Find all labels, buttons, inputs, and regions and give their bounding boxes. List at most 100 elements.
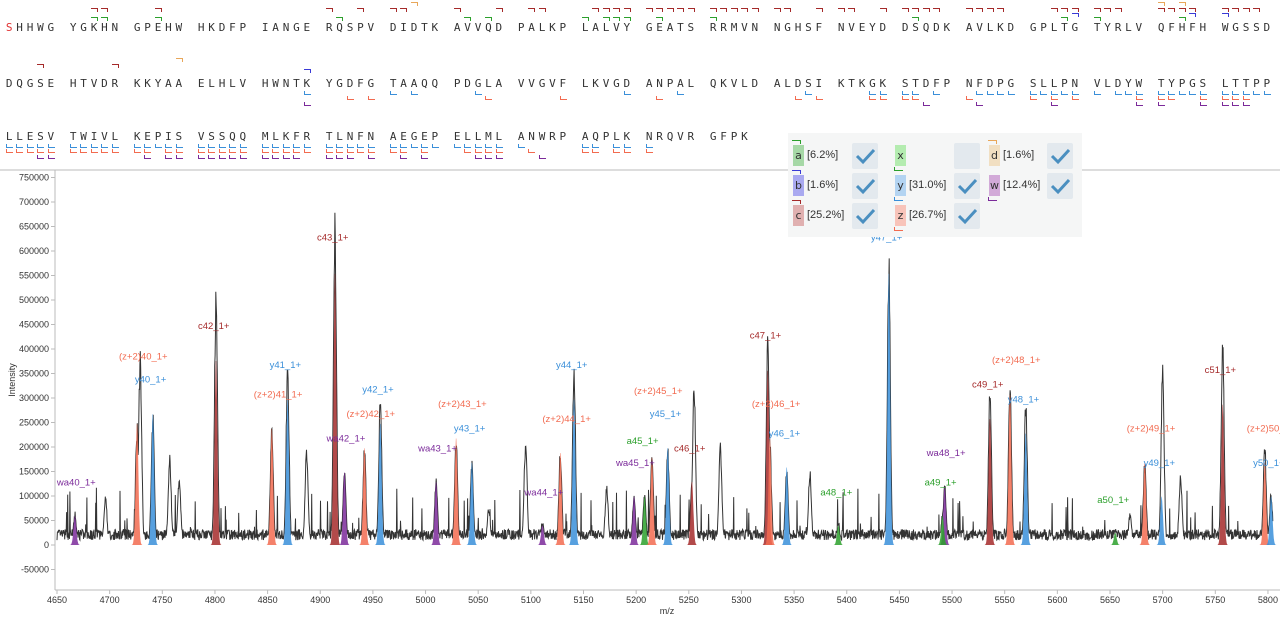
sequence-group[interactable]: GEATS <box>645 21 698 34</box>
sequence-group[interactable]: HTVDR <box>69 77 122 90</box>
annotated-peak-z[interactable] <box>764 438 776 546</box>
sequence-group[interactable]: STDFP <box>901 77 954 90</box>
annotated-peak-y[interactable] <box>282 399 293 545</box>
annotated-peak-w[interactable] <box>939 486 950 545</box>
annotated-peak-y[interactable] <box>1020 433 1032 545</box>
peak-label: wa44_1+ <box>523 487 563 498</box>
annotated-peak-y[interactable] <box>375 423 386 545</box>
sequence-group[interactable]: AVVQD <box>453 21 506 34</box>
annotated-peak-z[interactable] <box>1139 462 1151 545</box>
annotated-peak-z[interactable] <box>450 438 462 546</box>
sequence-group[interactable]: TYPGS <box>1157 77 1210 90</box>
sequence-group[interactable]: QFHFH <box>1157 21 1210 34</box>
sequence-group[interactable]: SLLPN <box>1029 77 1082 90</box>
ion-toggle-checkbox[interactable] <box>852 173 878 199</box>
sequence-group[interactable]: WGSSD <box>1221 21 1274 34</box>
sequence-group[interactable]: NRQVR <box>645 130 698 143</box>
annotated-peak-a[interactable] <box>833 525 844 545</box>
annotated-peak-z[interactable] <box>1259 462 1271 545</box>
annotated-peak-y[interactable] <box>1156 496 1167 545</box>
peak-label: y50_1+ <box>1253 458 1280 469</box>
annotated-peak-y[interactable] <box>147 414 159 545</box>
annotated-peak-c[interactable] <box>210 361 222 545</box>
sequence-group[interactable]: MLKFR <box>261 130 314 143</box>
annotated-peak-c[interactable] <box>1217 404 1228 545</box>
annotated-peak-w[interactable] <box>69 515 81 545</box>
sequence-group[interactable]: LALVY <box>581 21 634 34</box>
sequence-group[interactable]: TLNFN <box>325 130 378 143</box>
sequence-group[interactable]: YGDFG <box>325 77 378 90</box>
sequence-group[interactable]: DIDTK <box>389 21 442 34</box>
sequence-group[interactable]: GPLTG <box>1029 21 1082 34</box>
fragment-d-marker <box>175 58 183 62</box>
annotated-peak-w[interactable] <box>537 525 548 545</box>
sequence-group[interactable]: VLDYW <box>1093 77 1146 90</box>
annotated-peak-z[interactable] <box>1004 394 1016 545</box>
annotated-peak-z[interactable] <box>646 457 658 545</box>
sequence-group[interactable]: VSSQQ <box>197 130 250 143</box>
ion-toggle-checkbox[interactable] <box>954 143 980 169</box>
ion-toggle-checkbox[interactable] <box>852 203 878 229</box>
sequence-group[interactable]: ANPAL <box>645 77 698 90</box>
annotated-peak-z[interactable] <box>131 423 143 545</box>
sequence-group[interactable]: GFPK <box>709 130 752 143</box>
ion-toggle-checkbox[interactable] <box>954 173 980 199</box>
sequence-group[interactable]: KKYAA <box>133 77 186 90</box>
sequence-group[interactable]: NVEYD <box>837 21 890 34</box>
sequence-group[interactable]: PDGLA <box>453 77 506 90</box>
sequence-group[interactable]: IANGE <box>261 21 314 34</box>
annotated-peak-w[interactable] <box>339 472 350 545</box>
sequence-group[interactable]: TAAQQ <box>389 77 442 90</box>
annotated-peak-y[interactable] <box>883 273 895 545</box>
sequence-group[interactable]: LKVGD <box>581 77 634 90</box>
annotated-peak-a[interactable] <box>639 496 650 545</box>
annotated-peak-z[interactable] <box>266 428 278 545</box>
annotated-peak-w[interactable] <box>628 496 640 545</box>
annotated-peak-a[interactable] <box>937 515 948 545</box>
ion-toggle-checkbox[interactable] <box>1047 173 1073 199</box>
sequence-group[interactable]: AQPLK <box>581 130 634 143</box>
sequence-group[interactable]: PALKP <box>517 21 570 34</box>
sequence-group[interactable]: GPEHW <box>133 21 186 34</box>
sequence-group[interactable]: RQSPV <box>325 21 378 34</box>
sequence-group[interactable]: NGHSF <box>773 21 826 34</box>
annotated-peak-y[interactable] <box>466 462 478 545</box>
annotated-peak-c[interactable] <box>686 482 698 545</box>
annotated-peak-y[interactable] <box>781 467 792 546</box>
sequence-group[interactable]: ELHLV <box>197 77 250 90</box>
sequence-group[interactable]: DSQDK <box>901 21 954 34</box>
ion-toggle-checkbox[interactable] <box>852 143 878 169</box>
annotated-peak-z[interactable] <box>555 453 566 545</box>
sequence-group[interactable]: YGKHN <box>69 21 122 34</box>
sequence-group[interactable]: KEPIS <box>133 130 186 143</box>
annotated-peak-w[interactable] <box>430 482 442 545</box>
sequence-group[interactable]: AEGEP <box>389 130 442 143</box>
sequence-group[interactable]: LLESV <box>5 130 58 143</box>
sequence-group[interactable]: LTTPP <box>1221 77 1274 90</box>
sequence-group[interactable]: NFDPG <box>965 77 1018 90</box>
annotated-peak-c[interactable] <box>984 419 996 545</box>
sequence-group[interactable]: TYRLV <box>1093 21 1146 34</box>
ion-toggle-checkbox[interactable] <box>1047 143 1073 169</box>
annotated-peak-z[interactable] <box>359 448 370 545</box>
sequence-group[interactable]: TWIVL <box>69 130 122 143</box>
sequence-group[interactable]: DQGSE <box>5 77 58 90</box>
annotated-peak-a[interactable] <box>1110 532 1121 545</box>
sequence-group[interactable]: AVLKD <box>965 21 1018 34</box>
sequence-group[interactable]: QKVLD <box>709 77 762 90</box>
annotated-peak-c[interactable] <box>329 273 341 545</box>
sequence-group[interactable]: ELLML <box>453 130 506 143</box>
sequence-group[interactable]: KTKGK <box>837 77 890 90</box>
annotated-peak-y[interactable] <box>1265 496 1277 545</box>
sequence-group[interactable]: VVGVF <box>517 77 570 90</box>
sequence-group[interactable]: HKDFP <box>197 21 250 34</box>
sequence-group[interactable]: ANWRP <box>517 130 570 143</box>
sequence-group[interactable]: SHHWG <box>5 21 58 34</box>
annotated-peak-y[interactable] <box>662 448 674 545</box>
sequence-group[interactable]: RRMVN <box>709 21 762 34</box>
sequence-group[interactable]: ALDSI <box>773 77 826 90</box>
annotated-peak-y[interactable] <box>568 399 580 545</box>
sequence-group[interactable]: HWNTK <box>261 77 314 90</box>
ion-toggle-checkbox[interactable] <box>954 203 980 229</box>
annotated-peak-c[interactable] <box>762 370 774 545</box>
